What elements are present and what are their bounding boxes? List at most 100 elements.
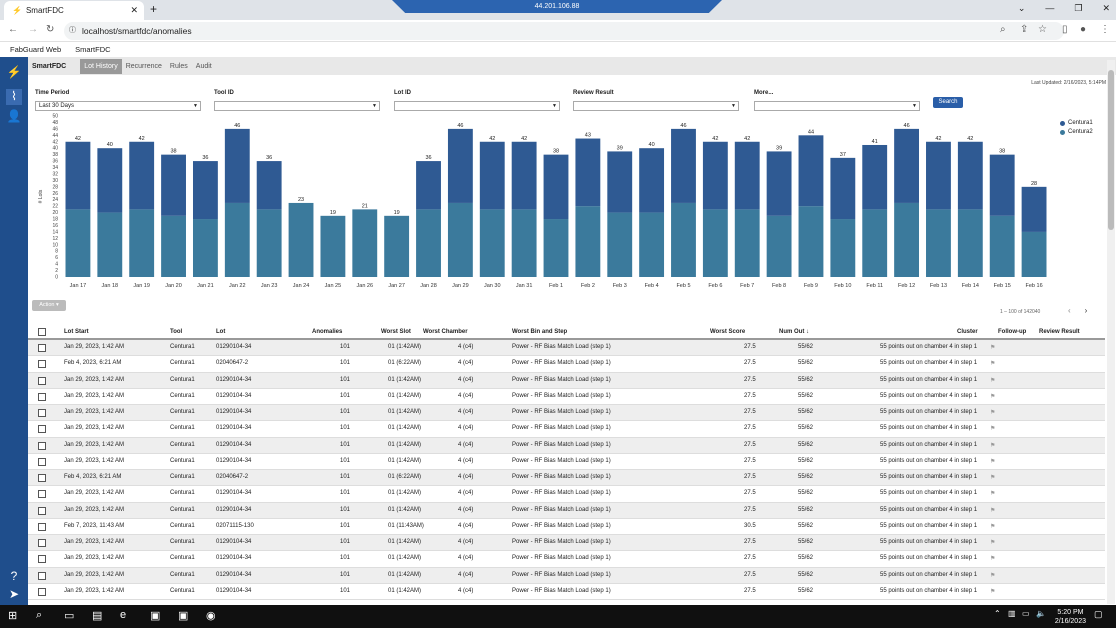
table-row[interactable]: Jan 29, 2023, 1:42 AM Centura1 01290104-34…	[28, 389, 1105, 405]
follow-up-icon[interactable]: ⚑	[990, 361, 996, 368]
follow-up-icon[interactable]: ⚑	[990, 540, 996, 546]
bar-centura1[interactable]	[734, 141, 760, 210]
bar-centura1[interactable]	[926, 141, 951, 210]
row-checkbox[interactable]	[38, 344, 46, 352]
tab-lot-history[interactable]: Lot History	[80, 58, 122, 74]
bar-centura1[interactable]	[65, 141, 91, 210]
lot-id-select[interactable]: ▼	[394, 101, 560, 111]
bar-centura1[interactable]	[161, 154, 186, 216]
bar-centura1[interactable]	[256, 161, 282, 210]
row-checkbox[interactable]	[38, 555, 46, 564]
bar-centura2[interactable]	[479, 209, 505, 277]
tab-recurrence[interactable]: Recurrence	[125, 62, 162, 70]
table-row[interactable]: Jan 29, 2023, 1:42 AM Centura1 01290104-34…	[28, 486, 1105, 503]
table-row[interactable]: Jan 29, 2023, 1:42 AM Centura1 01290104-34…	[28, 421, 1105, 438]
bar-centura2[interactable]	[256, 209, 282, 277]
user-nav-icon[interactable]: 👤	[6, 109, 22, 123]
tray-network-icon[interactable]: ▥	[1008, 609, 1016, 618]
review-result-select[interactable]: ▼	[573, 101, 739, 111]
star-icon[interactable]: ☆	[1038, 24, 1047, 35]
bar-centura2[interactable]	[543, 219, 569, 277]
close-tab-icon[interactable]: ✕	[130, 5, 138, 15]
bar-centura1[interactable]	[830, 157, 856, 220]
profile-icon[interactable]: ●	[1080, 24, 1087, 35]
tab-rules[interactable]: Rules	[169, 62, 188, 70]
bar-centura1[interactable]	[543, 154, 569, 220]
bar-centura2[interactable]	[511, 209, 537, 277]
column-header-worst-score[interactable]: Worst Score	[710, 329, 746, 335]
taskbar-clock[interactable]: 5:20 PM 2/16/2023	[1055, 608, 1086, 626]
table-row[interactable]: Jan 29, 2023, 1:42 AM Centura1 01290104-34…	[28, 567, 1105, 584]
follow-up-icon[interactable]: ⚑	[990, 556, 996, 563]
column-header-anomalies[interactable]: Anomalies	[312, 329, 343, 335]
follow-up-icon[interactable]: ⚑	[990, 442, 996, 449]
bar-centura1[interactable]	[894, 128, 920, 203]
tray-volume-icon[interactable]: 🔈	[1036, 609, 1046, 618]
table-row[interactable]: Feb 4, 2023, 6:21 AM Centura1 02040647-2 10…	[28, 470, 1105, 487]
bar-centura2[interactable]	[416, 209, 441, 277]
table-row[interactable]: Jan 29, 2023, 1:42 AM Centura1 01290104-34…	[28, 372, 1105, 389]
bar-centura1[interactable]	[957, 141, 983, 210]
follow-up-icon[interactable]: ⚑	[990, 523, 996, 530]
follow-up-icon[interactable]: ⚑	[990, 393, 996, 400]
browser-tab[interactable]: ⚡ SmartFDC ✕	[4, 1, 144, 20]
bar-centura2[interactable]	[989, 215, 1015, 277]
row-checkbox[interactable]	[38, 376, 46, 385]
bar-centura2[interactable]	[224, 202, 250, 277]
bar-centura2[interactable]	[1021, 231, 1047, 277]
column-header-lot[interactable]: Lot	[216, 329, 226, 335]
follow-up-icon[interactable]: ⚑	[990, 458, 996, 465]
chevron-down-icon[interactable]: ⌄	[1017, 3, 1026, 13]
bar-centura1[interactable]	[511, 141, 537, 210]
restore-icon[interactable]: ❐	[1074, 3, 1083, 13]
remote-session-bar[interactable]: 44.201.106.88	[392, 0, 722, 13]
legend-item-centura2[interactable]: Centura2	[1060, 129, 1093, 135]
bar-centura1[interactable]	[671, 128, 696, 203]
bar-centura2[interactable]	[734, 209, 760, 277]
close-window-icon[interactable]: ✕	[1102, 3, 1110, 13]
row-checkbox[interactable]	[38, 571, 46, 580]
bar-centura2[interactable]	[320, 215, 346, 277]
follow-up-icon[interactable]: ⚑	[990, 588, 996, 595]
bar-centura2[interactable]	[129, 209, 155, 277]
reload-icon[interactable]: ↻	[46, 24, 55, 35]
column-header-worst-bin-and-step[interactable]: Worst Bin and Step	[512, 329, 568, 335]
edge-icon[interactable]: e	[120, 609, 127, 621]
row-checkbox[interactable]	[38, 539, 46, 547]
search-button[interactable]: Search	[933, 97, 963, 108]
share-icon[interactable]: ⇪	[1020, 24, 1029, 35]
bar-centura1[interactable]	[479, 141, 505, 210]
table-row[interactable]: Jan 29, 2023, 1:42 AM Centura1 01290104-34…	[28, 454, 1105, 470]
sidebar-icon[interactable]: ▯	[1062, 24, 1068, 35]
bar-centura2[interactable]	[384, 215, 410, 277]
more-select[interactable]: ▼	[754, 101, 920, 111]
task-view-icon[interactable]: ▭	[64, 610, 75, 622]
menu-icon[interactable]: ⋮	[1100, 24, 1110, 35]
chart-nav-icon[interactable]: ⌇	[6, 89, 22, 105]
bar-centura2[interactable]	[607, 212, 633, 277]
bar-centura1[interactable]	[639, 148, 665, 213]
select-all-checkbox[interactable]	[38, 328, 46, 336]
column-header-review-result[interactable]: Review Result	[1039, 329, 1080, 335]
tray-chevron-up-icon[interactable]: ⌃	[994, 609, 1001, 618]
bar-centura2[interactable]	[766, 215, 792, 277]
prev-page-icon[interactable]: ‹	[1068, 306, 1071, 315]
follow-up-icon[interactable]: ⚑	[990, 345, 996, 351]
bar-centura2[interactable]	[671, 202, 696, 277]
file-explorer-icon[interactable]: ▤	[92, 610, 103, 622]
bar-centura1[interactable]	[607, 151, 633, 213]
bar-centura1[interactable]	[798, 135, 824, 207]
row-checkbox[interactable]	[38, 522, 46, 531]
table-row[interactable]: Feb 7, 2023, 11:43 AM Centura1 02071115-13…	[28, 519, 1105, 535]
table-row[interactable]: Jan 29, 2023, 1:42 AM Centura1 01290104-34…	[28, 340, 1105, 357]
bar-centura2[interactable]	[957, 209, 983, 277]
bar-centura2[interactable]	[65, 209, 91, 277]
bar-centura1[interactable]	[766, 151, 792, 216]
follow-up-icon[interactable]: ⚑	[990, 377, 996, 384]
tab-audit[interactable]: Audit	[195, 62, 212, 70]
table-row[interactable]: Jan 29, 2023, 1:42 AM Centura1 01290104-34…	[28, 535, 1105, 552]
bookmark-fabguard[interactable]: FabGuard Web	[10, 45, 62, 54]
row-checkbox[interactable]	[38, 474, 46, 482]
notifications-icon[interactable]: ▢	[1094, 609, 1103, 619]
bar-centura1[interactable]	[416, 161, 441, 210]
